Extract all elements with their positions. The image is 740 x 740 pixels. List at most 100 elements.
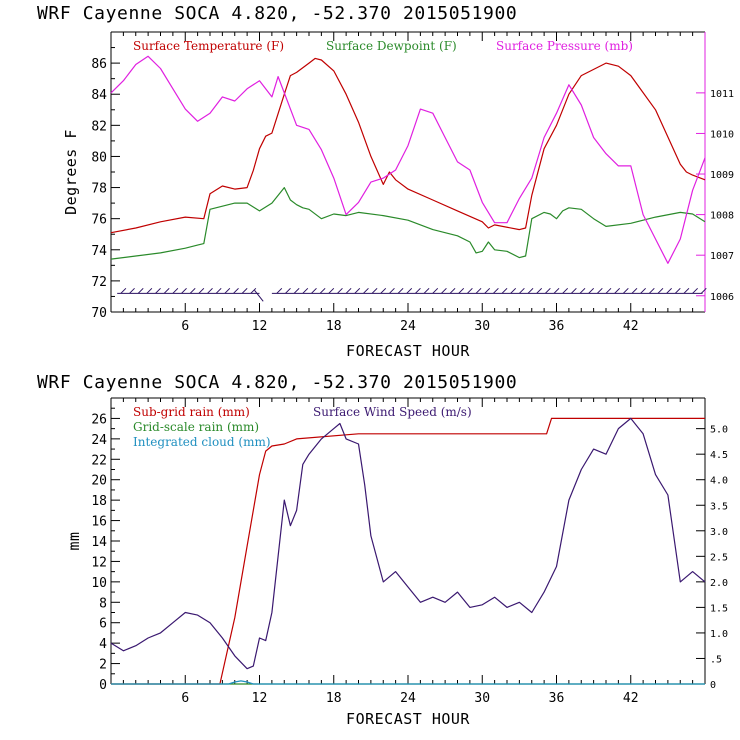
wind-barb [622,287,629,294]
wind-barb [397,287,404,294]
panel2-series-line-sub-grid-rain-mm [111,417,705,685]
wind-barb [319,287,326,294]
panel1-x-tick-label: 12 [252,319,268,334]
panel1-legend-entry: Surface Dewpoint (F) [326,39,457,53]
panel2-y-tick-label: 14 [91,535,107,550]
wind-barb [276,287,283,294]
wind-barb [631,287,638,294]
panel2-legend-entry: Grid-scale rain (mm) [133,420,259,434]
panel1-x-tick-label: 24 [400,319,416,334]
panel2-y2-tick-label: 1.0 [710,629,728,640]
wind-barb [527,287,534,294]
wind-barb [692,287,698,294]
wind-barb [354,287,361,294]
panel1-series-line-surface-pressure-mb [110,55,706,264]
wind-barb [293,287,300,294]
panel2-y2-tick-label: 2.0 [710,578,728,589]
panel2-y2-tick-label: 1.5 [710,603,728,614]
panel1-x-tick-label: 36 [549,319,565,334]
panel1-series-line-surface-temperature-f [110,57,706,234]
panel2-x-axis-label: FORECAST HOUR [346,710,470,728]
wind-barb [700,287,707,294]
wind-barb [415,287,421,294]
panel2-y-tick-label: 12 [91,555,107,570]
wind-barb [510,287,517,294]
panel1-y-tick-label: 82 [91,119,107,134]
wind-barb [389,287,395,294]
panel1-y-tick-label: 86 [91,57,107,72]
wind-barb [553,287,560,294]
wind-barb [129,287,135,294]
panel2-y-tick-label: 22 [91,453,107,468]
panel2-y2-tick-label: 3.0 [710,527,728,538]
wind-barb [371,287,378,294]
panel1-y-axis-label: Degrees F [62,129,80,215]
panel2-legend-entry: Integrated cloud (mm) [133,435,271,449]
wind-barb [484,287,491,294]
panel1-x-tick-label: 6 [181,319,189,334]
panel1-y-tick-label: 70 [91,306,107,321]
wind-barb [596,287,603,294]
wind-barb [501,287,508,294]
panel2-y-tick-label: 24 [91,433,107,448]
panel2-y-tick-label: 8 [99,596,107,611]
panel1-y2-tick-label: 1010 [710,129,734,140]
wind-barb [345,287,352,294]
panel1-x-axis-label: FORECAST HOUR [346,342,470,360]
wind-barb [137,287,144,294]
wind-barb [233,287,239,294]
wind-barb [432,287,439,294]
panel2-series-line-surface-wind-speed-m-s [110,417,706,670]
panel2-y2-tick-label: .5 [710,654,722,665]
panel2-y-tick-label: 4 [99,637,107,652]
panel2-y2-tick-label: 0 [710,680,716,691]
wind-barb [467,287,473,294]
panel2-x-tick-label: 42 [623,691,639,706]
panel2-y2-tick-label: 5.0 [710,425,728,436]
wind-barb [674,287,681,294]
wind-barb [657,287,664,294]
panel1-x-tick-label: 18 [326,319,342,334]
panel1-y-tick-label: 78 [91,182,107,197]
panel2-x-tick-label: 30 [474,691,490,706]
panel2-y-tick-label: 2 [99,658,107,673]
panel2-x-tick-label: 18 [326,691,342,706]
panel1-y2-tick-label: 1006 [710,292,734,303]
panel1-chart-title: WRF Cayenne SOCA 4.820, -52.370 20150519… [37,3,517,24]
panel2-x-tick-label: 6 [181,691,189,706]
wind-barb [302,287,309,294]
panel1-x-tick-label: 42 [623,319,639,334]
panel2-y-axis-label: mm [65,531,83,550]
panel1-y-tick-label: 72 [91,275,107,290]
wind-barb [198,287,205,294]
panel2-y-tick-label: 10 [91,576,107,591]
panel1-wind-barbs [117,287,707,302]
wind-barb [311,287,317,294]
panel1-y-tick-label: 76 [91,213,107,228]
wind-barb [562,287,569,294]
wind-barb [683,287,690,294]
wind-barb [519,287,525,294]
panel1-y-tick-label: 84 [91,88,107,103]
panel2-x-tick-label: 12 [252,691,268,706]
wind-barb [146,287,153,294]
panel2-y2-tick-label: 3.5 [710,501,728,512]
panel2-legend-entry: Sub-grid rain (mm) [133,405,250,419]
wind-barb [254,290,264,302]
panel2-y-tick-label: 20 [91,474,107,489]
wind-barb [189,287,196,294]
wind-barb [493,287,499,294]
panel1-x-tick-label: 30 [474,319,490,334]
panel1-y-tick-label: 74 [91,244,107,259]
wind-barb [423,287,430,294]
wind-barb [536,287,543,294]
wind-barb [241,287,248,294]
wind-barb [570,287,577,294]
wind-barb [614,287,621,294]
wind-barb [172,287,179,294]
wind-barb [120,287,127,294]
wind-barb [640,287,647,294]
wind-barb [475,287,482,294]
wind-barb [337,287,343,294]
panel1-y2-tick-label: 1009 [710,170,734,181]
